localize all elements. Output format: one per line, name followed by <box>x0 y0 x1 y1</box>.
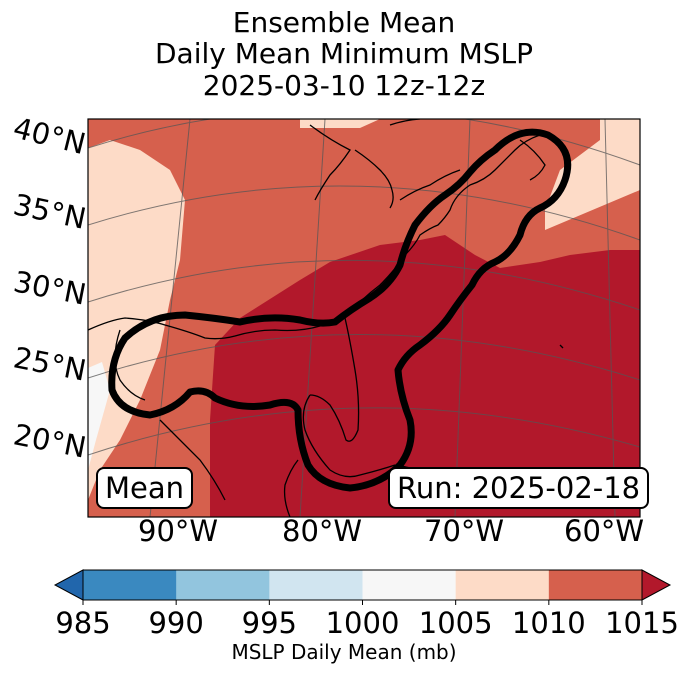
colorbar-tick-1005: 1005 <box>418 606 493 640</box>
lon-label-80w: 80°W <box>282 514 363 548</box>
colorbar-segment-3 <box>362 570 457 600</box>
pressure-fill-1000-1005 <box>88 362 110 470</box>
colorbar-segment-2 <box>269 570 363 600</box>
colorbar-tick-990: 990 <box>148 606 204 640</box>
pressure-fill-over-1015 <box>210 235 640 517</box>
lon-label-70w: 70°W <box>424 514 505 548</box>
colorbar-segment-1 <box>176 570 270 600</box>
colorbar-segment-5 <box>548 570 643 600</box>
mean-label: Mean <box>96 467 194 509</box>
colorbar-tick-995: 995 <box>241 606 298 640</box>
colorbar-tick-985: 985 <box>55 606 111 640</box>
colorbar-tick-1015: 1015 <box>605 606 679 640</box>
colorbar-segment-4 <box>455 570 550 600</box>
title-line-1: Ensemble Mean <box>232 6 456 39</box>
colorbar-under-arrow <box>53 569 84 601</box>
colorbar-title: MSLP Daily Mean (mb) <box>231 640 457 664</box>
lon-label-60w: 60°W <box>564 514 645 548</box>
colorbar-over-arrow <box>641 569 672 601</box>
colorbar-tick-1000: 1000 <box>325 606 400 640</box>
run-date-label: Run: 2025-02-18 <box>388 467 650 509</box>
title-line-2: Daily Mean Minimum MSLP <box>154 37 533 70</box>
colorbar-tick-1010: 1010 <box>511 606 586 640</box>
lon-label-90w: 90°W <box>138 514 219 548</box>
colorbar <box>53 569 672 605</box>
map-frame <box>87 118 641 518</box>
title-line-3: 2025-03-10 12z-12z <box>202 69 486 102</box>
map-panel <box>88 119 640 517</box>
colorbar-segment-0 <box>83 570 177 600</box>
region-outline <box>108 128 572 492</box>
